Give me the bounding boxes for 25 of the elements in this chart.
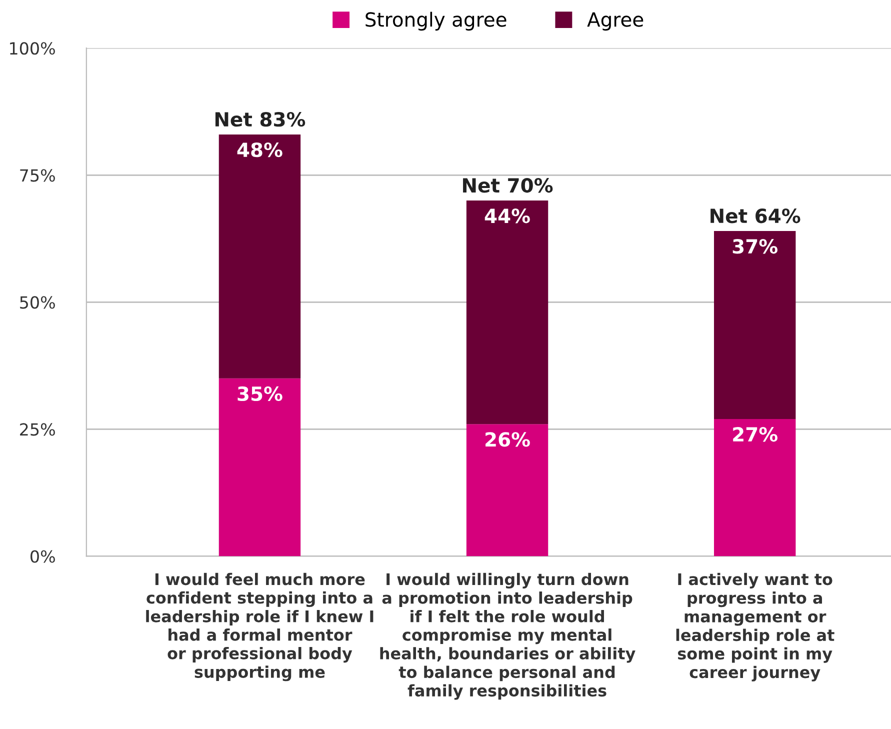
data-label: 44%: [484, 208, 530, 224]
total-label: Net 64%: [710, 208, 800, 224]
bar: [714, 231, 796, 420]
legend-label: Strongly agree: [366, 12, 506, 31]
bar: [218, 378, 301, 556]
bar: [466, 200, 548, 424]
data-label: 48%: [237, 142, 282, 158]
bar: [714, 419, 796, 556]
data-label: 26%: [486, 432, 530, 447]
y-tick-label: 75%: [20, 169, 55, 182]
y-tick-label: 25%: [20, 423, 55, 436]
y-tick-label: 100%: [10, 42, 55, 55]
total-label: Net 70%: [463, 178, 553, 193]
y-tick-label: 0%: [30, 550, 55, 563]
bar: [466, 424, 548, 556]
data-label: 27%: [733, 427, 778, 442]
y-tick-label: 50%: [20, 296, 55, 309]
total-label: Net 83%: [215, 112, 306, 127]
x-tick-label: I would feel much more confident stepping into a leadership role if I knew I had a formal mentor or professional body supporting me: [146, 572, 374, 682]
legend-label: Agree: [587, 12, 644, 31]
data-label: 37%: [732, 239, 778, 254]
x-tick-label: I actively want to progress into a management or leadership role at some point in my career journey: [676, 572, 834, 682]
bar: [218, 134, 301, 378]
x-tick-label: I would willingly turn down a promotion into leadership if I felt the role would compromise my mental health, boundaries or ability to balance personal and family responsibilities: [380, 572, 636, 700]
data-label: 35%: [238, 386, 282, 402]
